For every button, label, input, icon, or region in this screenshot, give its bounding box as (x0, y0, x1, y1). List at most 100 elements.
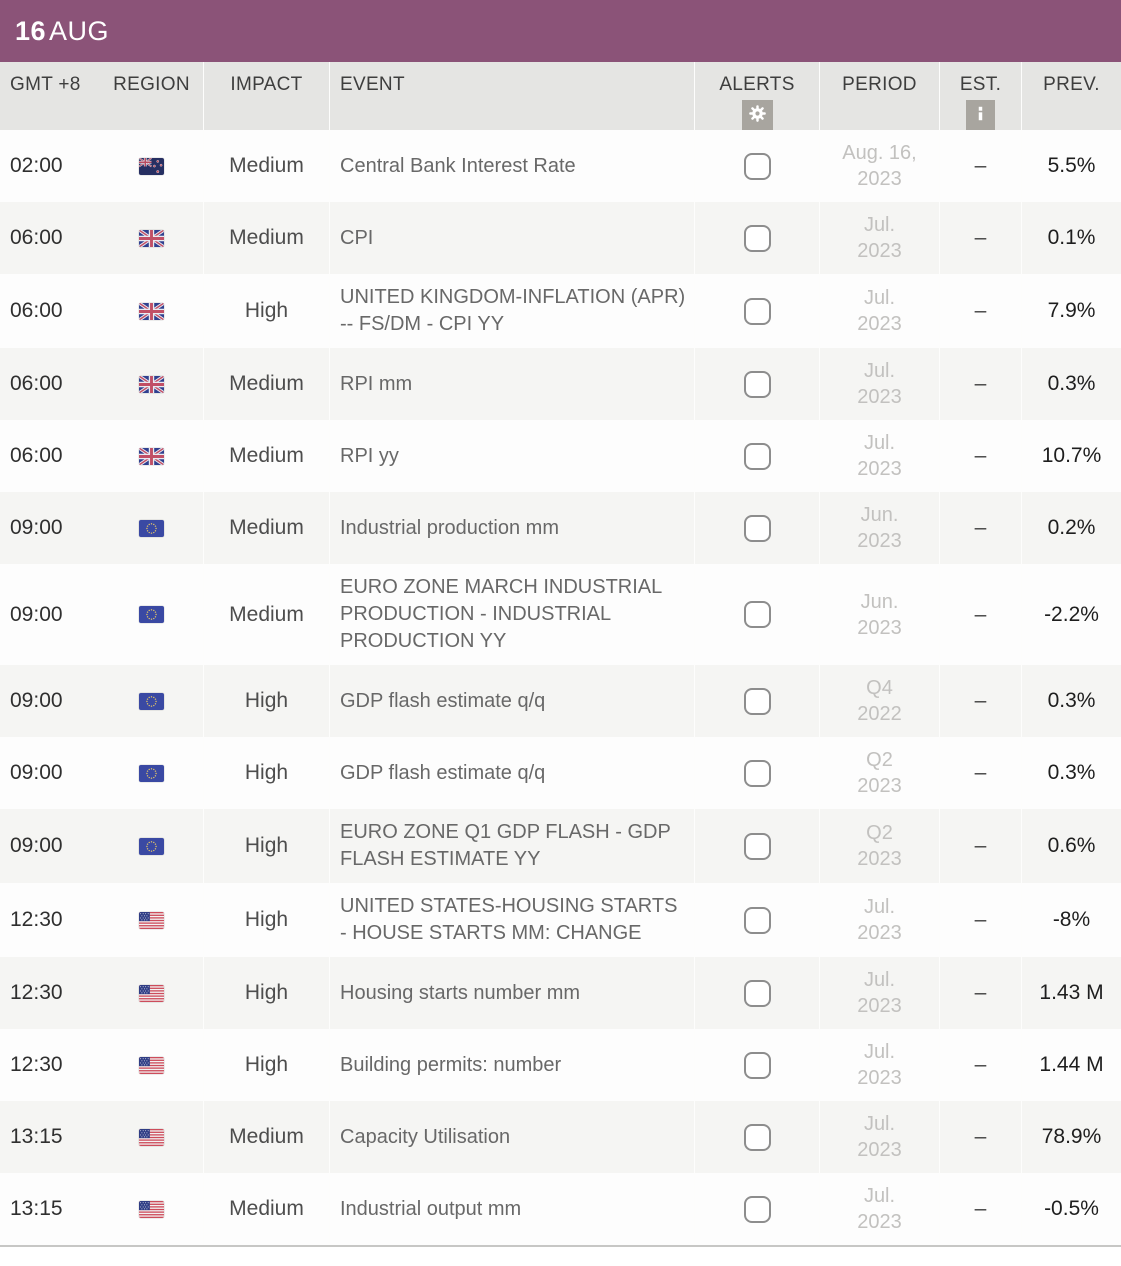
region-cell (100, 809, 204, 883)
period-line: 2023 (857, 168, 902, 190)
period-line: 2023 (857, 458, 902, 480)
estimate-cell: – (940, 1101, 1022, 1173)
event-name: UNITED STATES-HOUSING STARTS - HOUSE STA… (330, 883, 695, 957)
time-cell: 09:00 (10, 516, 63, 539)
period-cell: Jul. 2023 (820, 957, 940, 1029)
period-cell: Jul. 2023 (820, 202, 940, 274)
period-line: 2023 (857, 530, 902, 552)
previous-cell: 7.9% (1047, 299, 1096, 322)
event-row: 06:00 Medium RPI mm Jul. 2023 – 0.3% (0, 348, 1121, 420)
column-header-alerts: ALERTS (695, 62, 820, 130)
alert-checkbox[interactable] (743, 1123, 771, 1151)
new-zealand-flag-icon (139, 157, 164, 175)
alert-checkbox[interactable] (743, 442, 771, 470)
period-cell: Aug. 16, 2023 (820, 130, 940, 202)
impact-cell: Medium (204, 564, 330, 665)
region-cell (100, 130, 204, 202)
region-cell (100, 1029, 204, 1101)
previous-cell: 1.44 M (1039, 1053, 1104, 1076)
estimate-info-button[interactable] (966, 100, 995, 130)
event-row: 12:30 High Housing starts number mm Jul. 202… (0, 957, 1121, 1029)
european-union-flag-icon (139, 519, 164, 537)
time-cell: 09:00 (10, 602, 63, 626)
period-line: Jul. (863, 896, 896, 918)
previous-cell: 0.1% (1047, 226, 1096, 249)
united-states-flag-icon (139, 1200, 164, 1218)
impact-cell: Medium (204, 420, 330, 492)
region-cell (100, 665, 204, 737)
impact-cell: Medium (204, 492, 330, 564)
event-name: RPI yy (330, 420, 695, 492)
event-name: GDP flash estimate q/q (330, 737, 695, 809)
event-name: Housing starts number mm (330, 957, 695, 1029)
period-line: Jun. (860, 590, 899, 613)
period-line: 2023 (857, 1139, 902, 1161)
time-cell: 13:15 (10, 1197, 63, 1220)
region-cell (100, 420, 204, 492)
event-name: CPI (330, 202, 695, 274)
event-row: 13:15 Medium Industrial output mm Jul. 2023 –… (0, 1173, 1121, 1245)
previous-cell: 0.3% (1047, 761, 1096, 784)
previous-cell: 0.3% (1047, 689, 1096, 712)
alert-checkbox[interactable] (743, 601, 771, 628)
previous-cell: 1.43 M (1039, 981, 1104, 1004)
period-line: Jul. (863, 287, 896, 309)
alert-checkbox[interactable] (743, 759, 771, 787)
region-cell (100, 564, 204, 665)
column-label: EST. (959, 74, 1002, 95)
period-cell: Q4 2022 (820, 665, 940, 737)
period-cell: Jul. 2023 (820, 1101, 940, 1173)
alert-checkbox[interactable] (743, 224, 771, 252)
alert-checkbox[interactable] (743, 979, 771, 1007)
event-name: Central Bank Interest Rate (330, 130, 695, 202)
estimate-cell: – (940, 737, 1022, 809)
period-cell: Q2 2023 (820, 737, 940, 809)
alert-checkbox[interactable] (743, 297, 771, 325)
impact-cell: Medium (204, 1173, 330, 1245)
alert-checkbox[interactable] (743, 370, 771, 398)
table-body: 02:00 Medium Central Bank Interest Rate Aug… (0, 130, 1121, 1245)
alert-checkbox[interactable] (743, 514, 771, 542)
date-header-bar: 16 AUG (0, 0, 1121, 62)
alert-checkbox[interactable] (743, 832, 771, 860)
alert-checkbox[interactable] (743, 1195, 771, 1223)
alerts-cell (695, 420, 820, 492)
alerts-settings-button[interactable] (741, 100, 773, 130)
united-kingdom-flag-icon (139, 229, 164, 247)
previous-cell: -8% (1052, 908, 1091, 931)
alert-checkbox[interactable] (743, 687, 771, 715)
previous-cell: 10.7% (1041, 444, 1102, 467)
period-line: Jul. (863, 1041, 896, 1063)
estimate-cell: – (940, 1029, 1022, 1101)
event-name: Industrial production mm (330, 492, 695, 564)
alerts-cell (695, 492, 820, 564)
previous-cell: 0.6% (1047, 834, 1096, 857)
region-cell (100, 883, 204, 957)
alert-checkbox[interactable] (743, 1051, 771, 1079)
column-header-impact: IMPACT (204, 62, 330, 130)
alert-checkbox[interactable] (743, 152, 771, 180)
united-states-flag-icon (139, 911, 164, 929)
alerts-cell (695, 883, 820, 957)
event-row: 09:00 High GDP flash estimate q/q Q2 2023 – 0.… (0, 737, 1121, 809)
period-line: Jul. (863, 1185, 896, 1207)
event-name: Industrial output mm (330, 1173, 695, 1245)
alert-checkbox[interactable] (743, 906, 771, 934)
united-kingdom-flag-icon (139, 302, 164, 320)
period-line: 2023 (857, 922, 902, 944)
event-name: GDP flash estimate q/q (330, 665, 695, 737)
period-line: Jun. (860, 504, 899, 526)
previous-cell: 0.3% (1047, 372, 1096, 395)
event-row: 06:00 High UNITED KINGDOM-INFLATION (APR) … (0, 274, 1121, 348)
alerts-cell (695, 957, 820, 1029)
period-cell: Q2 2023 (820, 809, 940, 883)
event-name: Capacity Utilisation (330, 1101, 695, 1173)
region-cell (100, 1101, 204, 1173)
event-name: EURO ZONE Q1 GDP FLASH - GDP FLASH ESTIM… (330, 809, 695, 883)
period-line: 2023 (857, 386, 902, 408)
column-header-region: REGION (100, 62, 204, 130)
period-line: 2022 (857, 703, 902, 725)
alerts-cell (695, 130, 820, 202)
time-cell: 06:00 (10, 226, 63, 249)
